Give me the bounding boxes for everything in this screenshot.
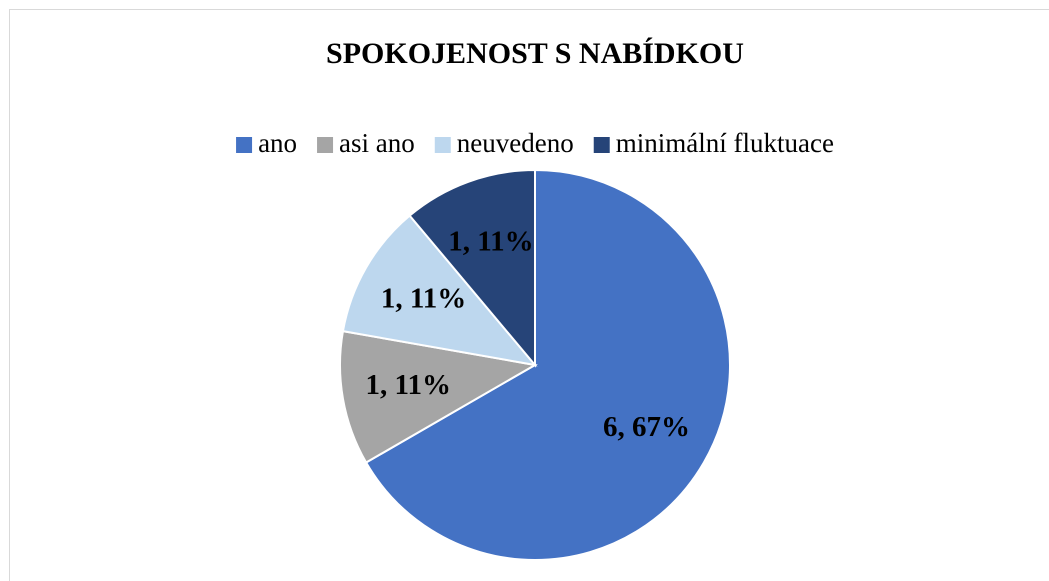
- pie-slice: [408, 168, 536, 368]
- legend-swatch: [236, 137, 253, 153]
- chart-title: SPOKOJENOST S NABÍDKOU: [326, 37, 744, 70]
- legend-label: asi ano: [339, 128, 415, 158]
- data-label: 1, 11%: [448, 226, 533, 258]
- legend-label: ano: [258, 128, 297, 158]
- legend-swatch: [317, 137, 334, 153]
- pie-slice: [339, 329, 538, 464]
- pie-slice: [341, 214, 538, 367]
- data-label: 6, 67%: [603, 411, 690, 443]
- legend-swatch: [434, 137, 451, 153]
- legend-label: neuvedeno: [457, 128, 574, 158]
- legend-label: minimální fluktuace: [616, 128, 834, 158]
- pie-slice: [364, 168, 731, 561]
- data-label: 1, 11%: [366, 369, 451, 401]
- data-label: 1, 11%: [381, 282, 466, 314]
- legend-swatch: [593, 137, 610, 153]
